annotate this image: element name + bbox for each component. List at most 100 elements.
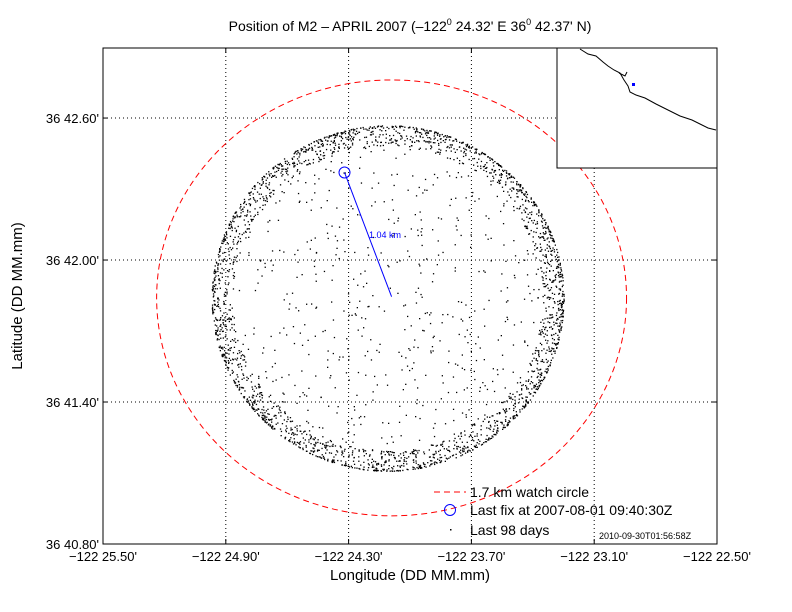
position-point	[383, 201, 385, 203]
position-point	[245, 237, 247, 239]
position-point	[509, 392, 511, 395]
position-point	[493, 170, 496, 172]
position-point	[281, 175, 283, 177]
position-point	[537, 297, 539, 299]
position-point	[315, 252, 318, 254]
position-point	[505, 172, 508, 174]
position-point	[248, 192, 250, 194]
position-point	[562, 294, 564, 296]
position-point	[310, 209, 312, 211]
position-point	[224, 317, 226, 319]
position-point	[336, 450, 338, 452]
position-point	[413, 449, 415, 451]
position-point	[428, 449, 430, 451]
position-point	[381, 130, 383, 132]
position-point	[230, 249, 233, 251]
position-point	[289, 440, 291, 443]
position-point	[223, 359, 226, 362]
position-point	[531, 211, 533, 213]
position-point	[546, 227, 548, 229]
position-point	[348, 431, 350, 433]
position-point	[536, 350, 538, 352]
position-point	[228, 223, 230, 225]
position-point	[224, 357, 226, 359]
position-point	[277, 422, 279, 424]
position-point	[497, 373, 499, 376]
position-point	[413, 128, 415, 130]
position-point	[228, 227, 230, 229]
position-point	[533, 201, 535, 203]
position-point	[447, 449, 449, 451]
position-point	[475, 359, 478, 362]
position-point	[267, 221, 269, 223]
position-point	[432, 336, 434, 339]
position-point	[557, 325, 559, 327]
position-point	[272, 175, 274, 177]
position-point	[432, 229, 434, 231]
position-point	[428, 140, 430, 143]
position-point	[284, 437, 286, 439]
position-point	[338, 146, 340, 149]
position-point	[532, 382, 534, 384]
position-point	[361, 335, 363, 337]
position-point	[436, 134, 439, 136]
position-point	[337, 406, 339, 408]
position-point	[513, 206, 515, 208]
position-point	[504, 387, 506, 389]
position-point	[213, 290, 215, 293]
position-point	[559, 325, 561, 327]
position-point	[563, 293, 565, 296]
position-point	[468, 409, 470, 411]
position-point	[504, 411, 506, 413]
position-point	[376, 463, 378, 465]
position-point	[289, 417, 292, 419]
position-point	[519, 394, 521, 396]
position-point	[488, 420, 490, 423]
position-point	[221, 315, 224, 317]
position-point	[305, 150, 307, 152]
position-point	[419, 132, 421, 134]
position-point	[546, 261, 549, 263]
position-point	[356, 394, 358, 396]
position-point	[348, 454, 350, 456]
position-point	[542, 283, 544, 285]
position-point	[476, 435, 478, 437]
position-point	[281, 165, 283, 167]
position-point	[559, 309, 561, 311]
position-point	[230, 224, 232, 226]
position-point	[239, 252, 241, 254]
legend-label-positions: Last 98 days	[470, 522, 549, 538]
position-point	[540, 379, 543, 381]
position-point	[307, 163, 309, 166]
position-point	[502, 368, 504, 370]
position-point	[548, 231, 550, 233]
position-point	[448, 440, 451, 442]
position-point	[289, 439, 291, 441]
position-point	[563, 300, 565, 302]
position-point	[286, 427, 288, 429]
position-point	[283, 419, 285, 421]
position-point	[301, 433, 303, 435]
position-point	[277, 219, 280, 221]
position-point	[533, 370, 536, 372]
position-point	[315, 441, 317, 444]
position-point	[543, 377, 546, 379]
position-point	[545, 227, 547, 229]
position-point	[241, 354, 244, 356]
position-point	[404, 451, 406, 453]
position-point	[484, 418, 486, 420]
position-point	[475, 444, 477, 446]
position-point	[235, 341, 237, 343]
position-point	[461, 367, 463, 369]
position-point	[521, 388, 523, 390]
position-point	[231, 227, 233, 229]
position-point	[374, 470, 376, 472]
position-point	[215, 333, 217, 335]
position-point	[434, 142, 436, 144]
position-point	[560, 329, 562, 331]
position-point	[526, 386, 528, 388]
position-point	[352, 460, 355, 462]
position-point	[543, 286, 545, 288]
position-point	[444, 139, 447, 141]
position-point	[253, 390, 255, 392]
